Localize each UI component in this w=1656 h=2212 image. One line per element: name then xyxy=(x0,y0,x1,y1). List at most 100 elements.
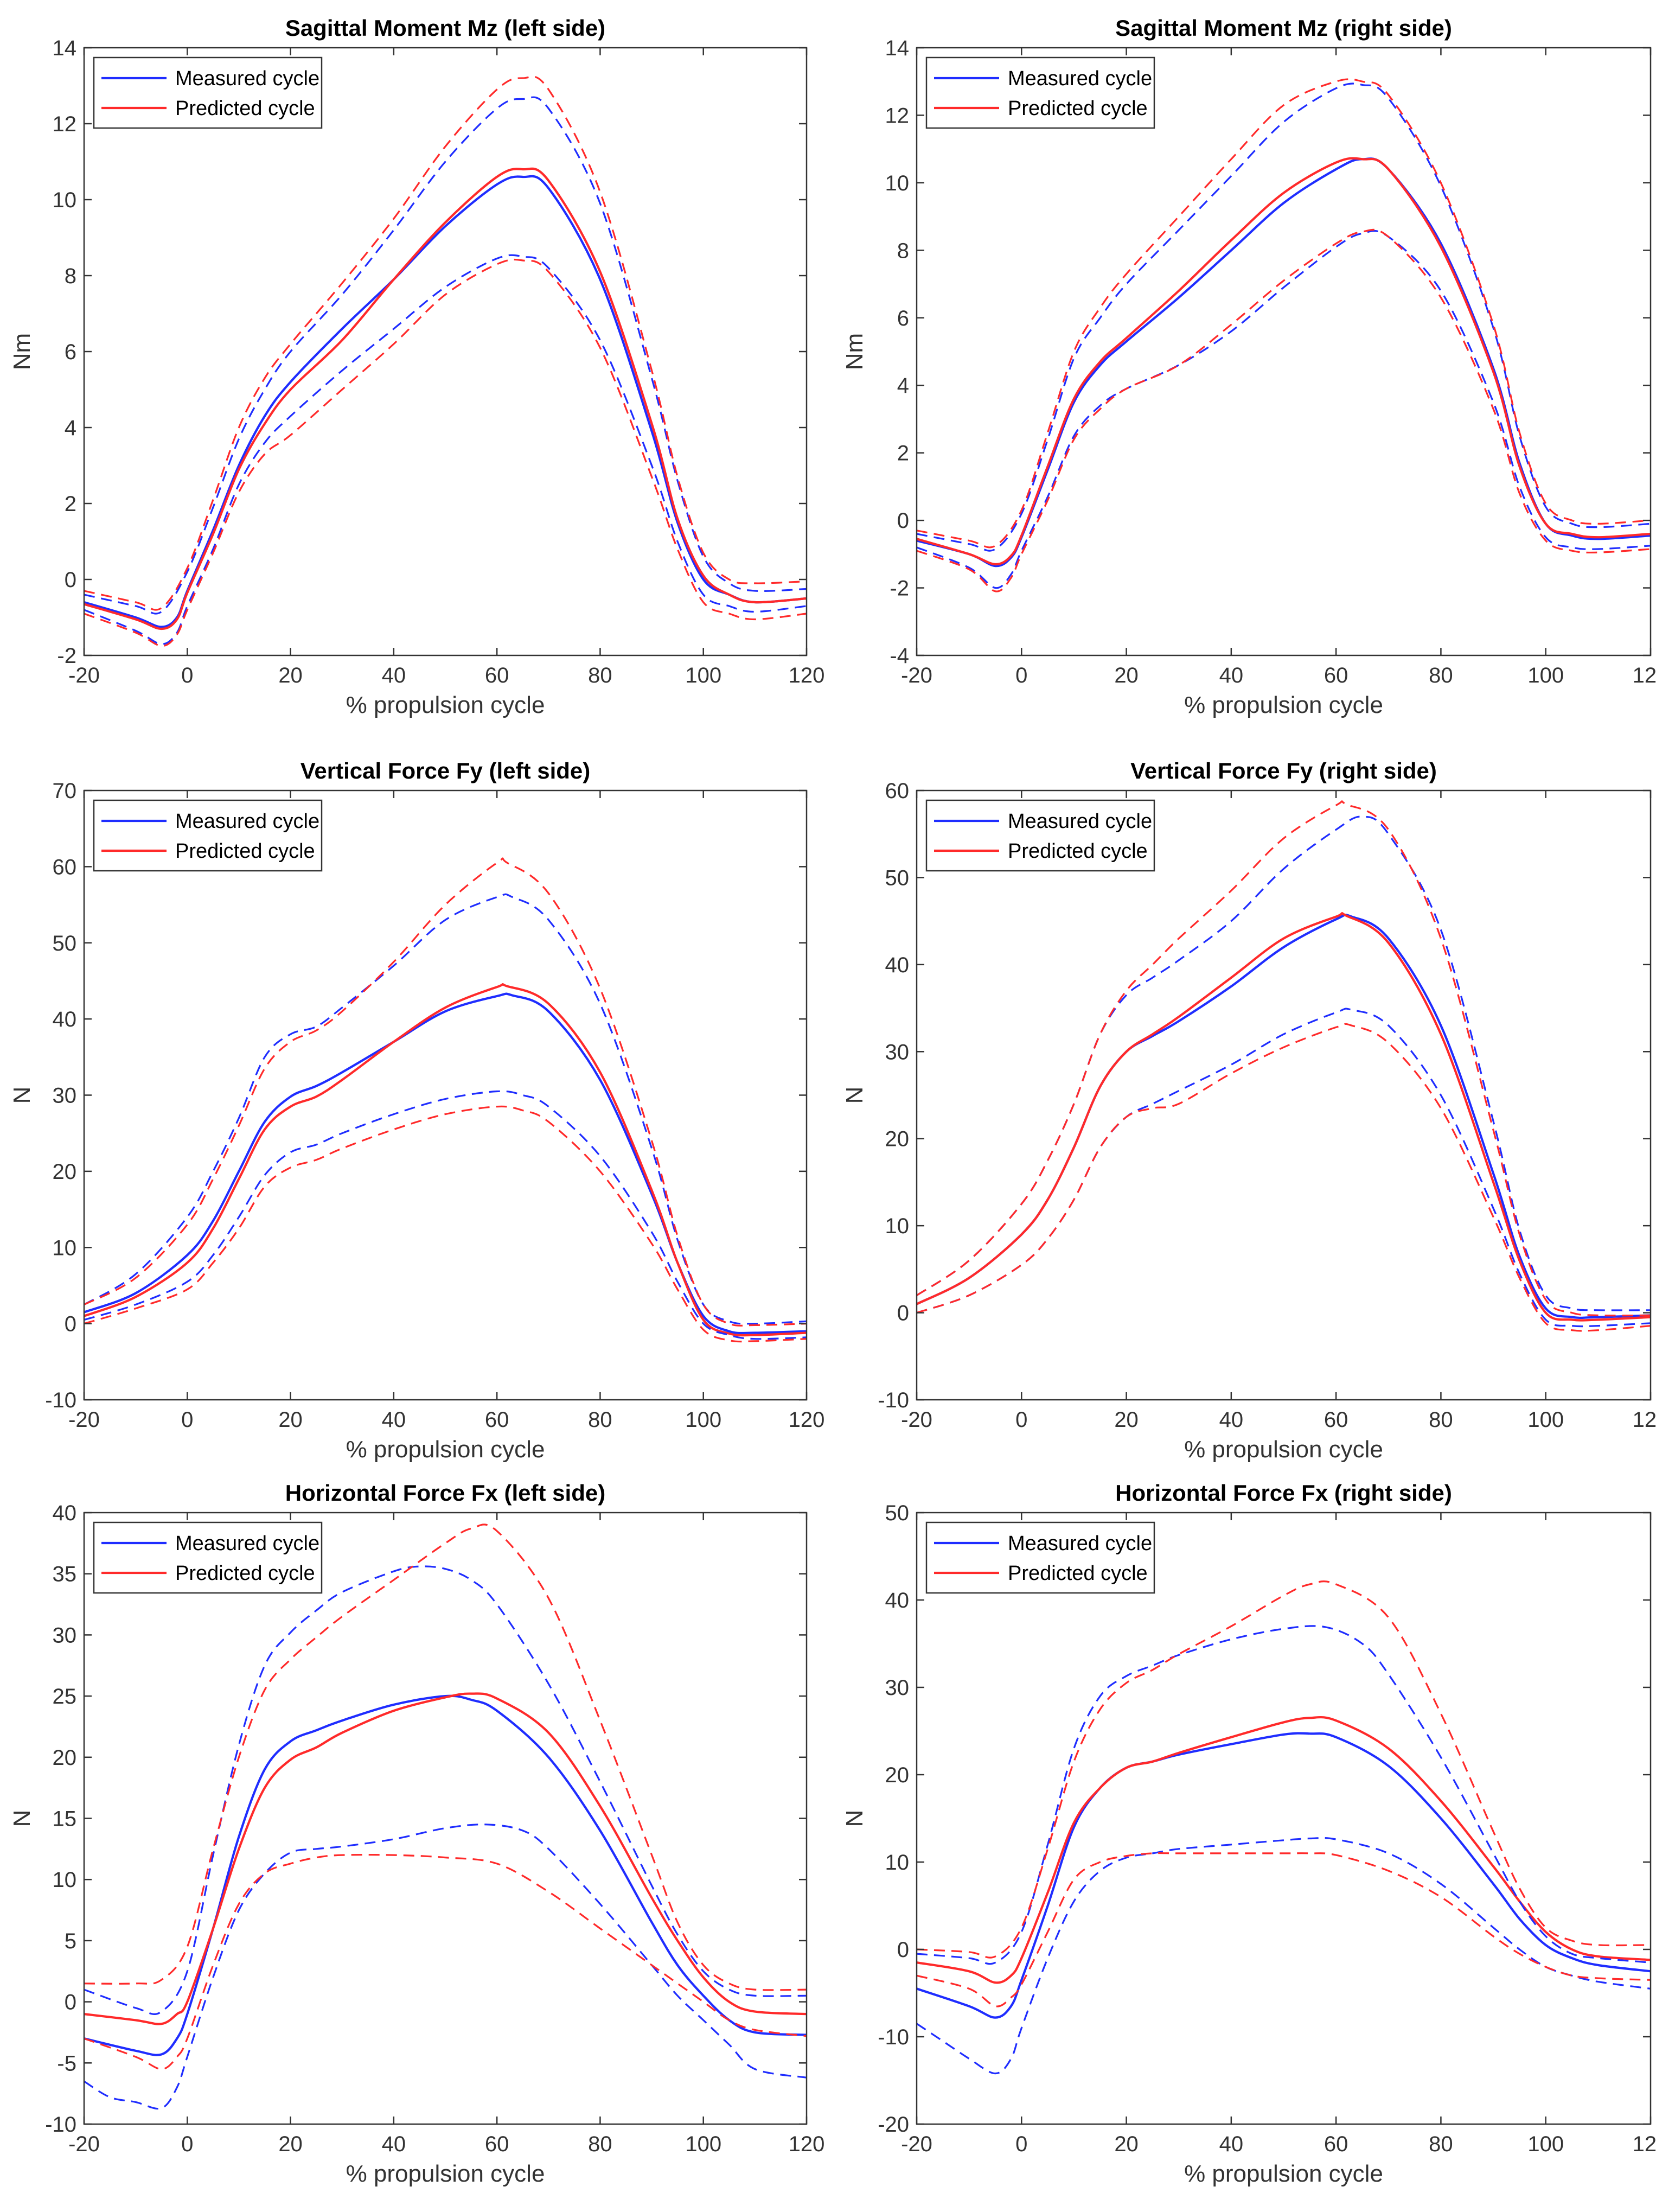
chart-1-series-measured-lower xyxy=(84,254,807,645)
chart-2-xtick-label: 0 xyxy=(1015,664,1027,687)
chart-4-ytick-label: 10 xyxy=(885,1214,910,1238)
chart-1-ytick-label: 2 xyxy=(65,492,76,516)
chart-4-legend: Measured cycle Predicted cycle xyxy=(925,799,1155,872)
chart-5-xtick-label: 120 xyxy=(789,2132,825,2156)
chart-1-title: Sagittal Moment Mz (left side) xyxy=(285,15,605,41)
chart-4-xtick-label: 20 xyxy=(1114,1408,1139,1432)
chart-5-series-group xyxy=(84,1523,807,2110)
chart-4-legend-label-predicted-cycle: Predicted cycle xyxy=(1008,840,1148,863)
chart-4-xtick-label: 120 xyxy=(1633,1408,1656,1432)
chart-5-xtick-label: 0 xyxy=(181,2132,193,2156)
chart-1-xtick-label: -20 xyxy=(68,664,100,687)
chart-1-series-predicted-upper xyxy=(84,75,807,611)
chart-2-series-predicted-upper xyxy=(917,78,1651,549)
chart-2-ytick-label: -4 xyxy=(890,644,909,668)
chart-6-ytick-label: 40 xyxy=(885,1589,910,1612)
chart-4-vertical-force-fy-right-side: Vertical Force Fy (right side) -20 0 20 40 60… xyxy=(841,758,1656,1463)
chart-5-ytick-label: 0 xyxy=(65,1991,76,2015)
chart-2-title: Sagittal Moment Mz (right side) xyxy=(1115,15,1452,41)
chart-6-ytick-label: 10 xyxy=(885,1851,910,1875)
chart-1-ytick-label: 0 xyxy=(65,568,76,592)
chart-5-series-measured-upper xyxy=(84,1565,807,2015)
chart-3-ytick-label: -10 xyxy=(45,1388,76,1412)
chart-1-ytick-label: 14 xyxy=(53,36,77,60)
chart-6-legend-box xyxy=(925,1521,1155,1594)
chart-6-ytick-label: -10 xyxy=(878,2025,909,2049)
chart-2-ytick-label: -2 xyxy=(890,577,909,601)
chart-5-ytick-label: 30 xyxy=(53,1623,77,1647)
chart-5-xlabel: % propulsion cycle xyxy=(346,2160,545,2187)
chart-4-ytick-label: 40 xyxy=(885,953,910,977)
chart-4-ytick-label: 50 xyxy=(885,866,910,890)
chart-4-series-group xyxy=(917,800,1651,1332)
chart-3-series-measured-lower xyxy=(84,1090,807,1340)
chart-2-ytick-label: 6 xyxy=(897,307,909,330)
chart-1-ytick-label: -2 xyxy=(57,644,76,668)
chart-2-sagittal-moment-mz-right-side: Sagittal Moment Mz (right side)-20 0 20 40 6… xyxy=(841,15,1656,718)
chart-6-ytick-label: 50 xyxy=(885,1501,910,1525)
chart-5-ytick-label: 5 xyxy=(65,1929,76,1953)
chart-3-xtick-label: 40 xyxy=(382,1408,406,1432)
chart-4-xtick-label: -20 xyxy=(901,1408,932,1432)
chart-5-ytick-label: 35 xyxy=(53,1563,77,1586)
chart-2-xtick-label: 100 xyxy=(1527,664,1564,687)
chart-6-legend-label-predicted-cycle: Predicted cycle xyxy=(1008,1562,1148,1585)
chart-1-ytick-label: 8 xyxy=(65,264,76,288)
chart-4-xlabel: % propulsion cycle xyxy=(1184,1436,1383,1463)
chart-6-xlabel: % propulsion cycle xyxy=(1184,2160,1383,2187)
chart-6-xtick-label: 20 xyxy=(1114,2132,1139,2156)
chart-5-xtick-label: -20 xyxy=(68,2132,100,2156)
chart-3-series-predicted-cycle xyxy=(84,983,807,1337)
chart-2-ytick-label: 8 xyxy=(897,239,909,263)
chart-6-title: Horizontal Force Fx (right side) xyxy=(1115,1480,1452,1506)
chart-5-legend-label-measured-cycle: Measured cycle xyxy=(175,1532,319,1555)
chart-1-plot-area xyxy=(84,48,807,655)
chart-5-series-predicted-cycle xyxy=(84,1692,807,2025)
chart-2-series-measured-upper xyxy=(917,82,1651,552)
chart-5-series-predicted-lower xyxy=(84,1853,807,2070)
chart-5-xtick-label: 20 xyxy=(278,2132,303,2156)
chart-2-xtick-label: 20 xyxy=(1114,664,1139,687)
chart-4-series-predicted-cycle xyxy=(917,912,1651,1322)
chart-1-xtick-label: 20 xyxy=(278,664,303,687)
chart-3-ytick-label: 50 xyxy=(53,932,77,955)
chart-2-ytick-label: 14 xyxy=(885,36,910,60)
chart-3-legend-label-measured-cycle: Measured cycle xyxy=(175,810,319,833)
chart-6-ytick-label: -20 xyxy=(878,2113,909,2137)
chart-3-xtick-label: 60 xyxy=(485,1408,509,1432)
chart-1-xtick-label: 120 xyxy=(789,664,825,687)
chart-5-series-measured-cycle xyxy=(84,1694,807,2056)
chart-2-legend-label-predicted-cycle: Predicted cycle xyxy=(1008,97,1148,120)
chart-1-legend-box xyxy=(93,56,323,129)
chart-3-ytick-label: 60 xyxy=(53,855,77,879)
chart-1-xtick-label: 60 xyxy=(485,664,509,687)
chart-6-xtick-label: 40 xyxy=(1219,2132,1244,2156)
chart-4-ytick-label: 30 xyxy=(885,1040,910,1064)
chart-3-xtick-label: 100 xyxy=(685,1408,721,1432)
chart-4-legend-box xyxy=(925,799,1155,872)
chart-3-ytick-label: 20 xyxy=(53,1160,77,1184)
chart-6-series-predicted-lower xyxy=(917,1852,1651,2007)
chart-2-xtick-label: 40 xyxy=(1219,664,1244,687)
chart-4-xtick-label: 0 xyxy=(1015,1408,1027,1432)
chart-1-xtick-label: 0 xyxy=(181,664,193,687)
chart-3-vertical-force-fy-left-side: Vertical Force Fy (left side) -20 0 20 40 60 8… xyxy=(9,758,824,1463)
chart-6-ytick-label: 0 xyxy=(897,1938,909,1962)
chart-2-ytick-label: 12 xyxy=(885,104,910,128)
chart-2-xlabel: % propulsion cycle xyxy=(1184,692,1383,718)
chart-6-series-measured-lower xyxy=(917,1837,1651,2075)
chart-1-legend-label-predicted-cycle: Predicted cycle xyxy=(175,97,315,120)
chart-5-xtick-label: 100 xyxy=(685,2132,721,2156)
chart-3-ytick-label: 10 xyxy=(53,1236,77,1260)
chart-1-xtick-label: 100 xyxy=(685,664,721,687)
chart-4-ytick-label: 20 xyxy=(885,1127,910,1151)
chart-4-axes-box xyxy=(916,789,1652,1401)
chart-6-xtick-label: 80 xyxy=(1429,2132,1453,2156)
chart-2-series-predicted-cycle xyxy=(917,157,1651,566)
chart-6-horizontal-force-fx-right-side: Horizontal Force Fx (right side) -20 0 20 40… xyxy=(841,1480,1656,2187)
chart-5-ytick-label: -10 xyxy=(45,2113,76,2137)
chart-1-ytick-label: 10 xyxy=(53,188,77,212)
chart-5-xtick-label: 60 xyxy=(485,2132,509,2156)
chart-4-series-predicted-lower xyxy=(917,1023,1651,1332)
